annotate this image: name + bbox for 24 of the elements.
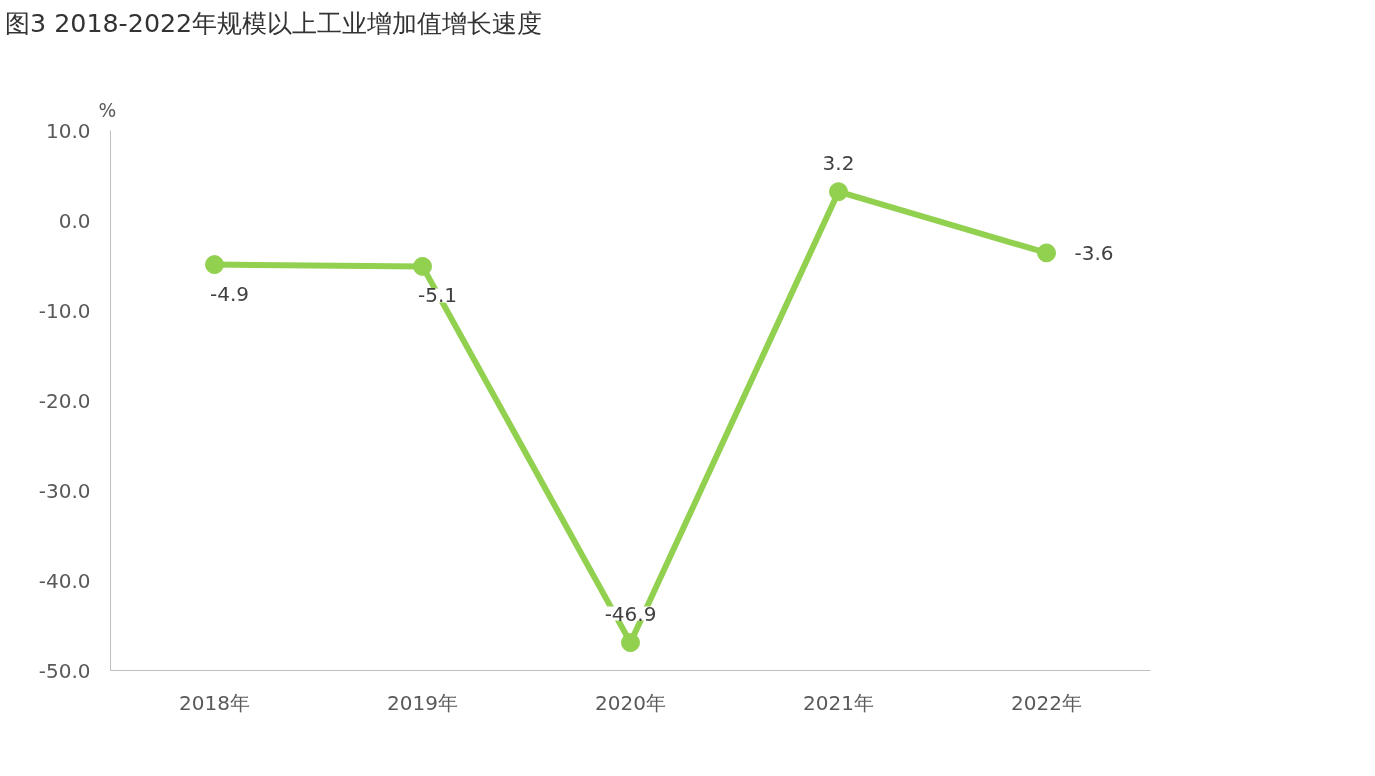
data-label: -5.1	[417, 283, 458, 308]
y-tick-label: -40.0	[38, 568, 91, 593]
y-tick-label: -10.0	[38, 298, 91, 323]
x-tick-label: 2020年	[595, 690, 666, 715]
point	[829, 182, 848, 202]
y-tick-label: -30.0	[38, 478, 91, 503]
data-label: -46.9	[604, 601, 657, 626]
x-tick-label: 2018年	[179, 690, 250, 715]
x-tick-label: 2019年	[387, 690, 458, 715]
data-label: 3.2	[822, 150, 855, 175]
point	[1037, 243, 1056, 263]
data-label: -4.9	[209, 281, 250, 306]
point	[205, 255, 224, 275]
x-tick-label: 2021年	[803, 690, 874, 715]
y-tick-label: 0.0	[58, 208, 91, 233]
chart-title: 图3 2018-2022年规模以上工业增加值增长速度	[5, 7, 543, 40]
point	[621, 633, 640, 653]
y-tick-label: 10.0	[45, 118, 91, 143]
y-tick-label: -20.0	[38, 388, 91, 413]
y-tick-label: -50.0	[38, 658, 91, 683]
point	[413, 256, 432, 276]
y-axis-title: %	[98, 99, 117, 121]
x-tick-label: 2022年	[1011, 690, 1082, 715]
data-label: -3.6	[1074, 240, 1114, 265]
